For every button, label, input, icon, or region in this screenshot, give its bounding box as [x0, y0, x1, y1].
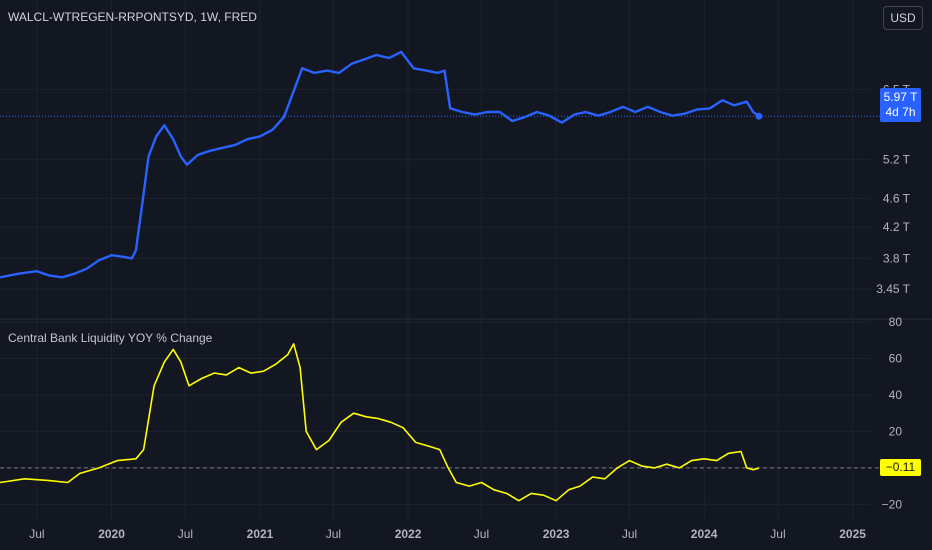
time-axis-tick-label: 2025	[839, 527, 866, 541]
indicator-axis-tick-label: 60	[889, 351, 903, 365]
time-axis-tick-label: Jul	[178, 527, 193, 541]
indicator-axis-tick-label: 80	[889, 315, 903, 329]
time-axis-tick-label: Jul	[326, 527, 341, 541]
price-axis-tick-label: 3.45 T	[876, 282, 910, 296]
yoy-change-series-line[interactable]	[0, 343, 760, 502]
time-axis-tick-label: 2023	[543, 527, 570, 541]
last-price-marker	[755, 112, 763, 120]
indicator-axis-tick-label: −20	[882, 497, 903, 511]
last-price-value: 5.97 T	[883, 90, 918, 104]
indicator-axis-tick-label: 40	[889, 388, 903, 402]
indicator-axis-labels: −20 20 40 60 80	[882, 315, 903, 511]
indicator-axis-tick-label: 20	[889, 424, 903, 438]
time-axis-tick-label: Jul	[770, 527, 785, 541]
time-axis-tick-label: 2020	[98, 527, 125, 541]
currency-button[interactable]: USD	[883, 6, 923, 30]
time-axis-labels: Jul 2020 Jul 2021 Jul 2022 Jul 2023 Jul 2024 Jul 20…	[29, 527, 866, 541]
price-series-line[interactable]	[0, 50, 760, 279]
time-axis-tick-label: Jul	[622, 527, 637, 541]
time-axis-tick-label: Jul	[474, 527, 489, 541]
bar-countdown: 4d 7h	[885, 105, 916, 119]
last-price-tag: 5.97 T 4d 7h	[880, 88, 921, 122]
time-axis-tick-label: 2024	[691, 527, 718, 541]
symbol-title: WALCL-WTREGEN-RRPONTSYD, 1W, FRED	[8, 10, 257, 24]
price-axis-tick-label: 4.2 T	[883, 220, 911, 234]
price-axis-tick-label: 5.2 T	[883, 153, 911, 167]
grid-lines	[0, 0, 870, 520]
indicator-last-value-tag: −0.11	[880, 459, 921, 476]
time-axis-tick-label: Jul	[29, 527, 44, 541]
price-axis-tick-label: 3.8 T	[883, 252, 911, 266]
time-axis-tick-label: 2022	[395, 527, 422, 541]
indicator-title: Central Bank Liquidity YOY % Change	[8, 331, 213, 345]
time-axis-tick-label: 2021	[247, 527, 274, 541]
price-axis-tick-label: 4.6 T	[883, 191, 911, 205]
